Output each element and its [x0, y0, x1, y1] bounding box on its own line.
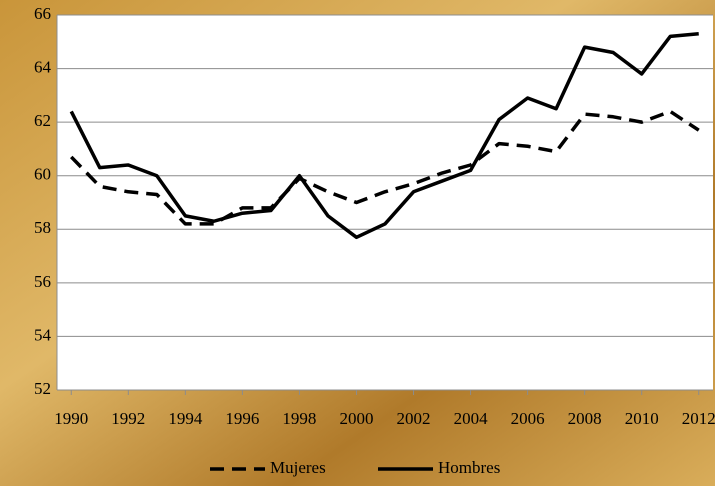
y-tick-label: 60 [34, 165, 51, 184]
x-tick-label: 2004 [454, 409, 489, 428]
x-tick-label: 1990 [54, 409, 88, 428]
legend-label: Mujeres [270, 458, 326, 477]
plot-area [57, 15, 713, 390]
legend-label: Hombres [438, 458, 500, 477]
x-tick-label: 1996 [225, 409, 259, 428]
y-tick-label: 64 [34, 57, 52, 76]
y-tick-label: 66 [34, 4, 51, 23]
x-tick-label: 1994 [168, 409, 203, 428]
x-tick-label: 2000 [339, 409, 373, 428]
y-tick-label: 52 [34, 379, 51, 398]
x-tick-label: 2010 [625, 409, 659, 428]
x-tick-label: 2008 [568, 409, 602, 428]
series-line [69, 32, 699, 240]
x-tick-label: 2002 [397, 409, 431, 428]
y-tick-label: 56 [34, 272, 51, 291]
y-tick-label: 54 [34, 325, 52, 344]
x-tick-label: 2012 [682, 409, 715, 428]
x-tick-label: 2006 [511, 409, 545, 428]
x-tick-label: 1992 [111, 409, 145, 428]
x-tick-label: 1998 [282, 409, 316, 428]
y-tick-label: 62 [34, 111, 51, 130]
y-tick-label: 58 [34, 218, 51, 237]
series-line [70, 109, 700, 226]
